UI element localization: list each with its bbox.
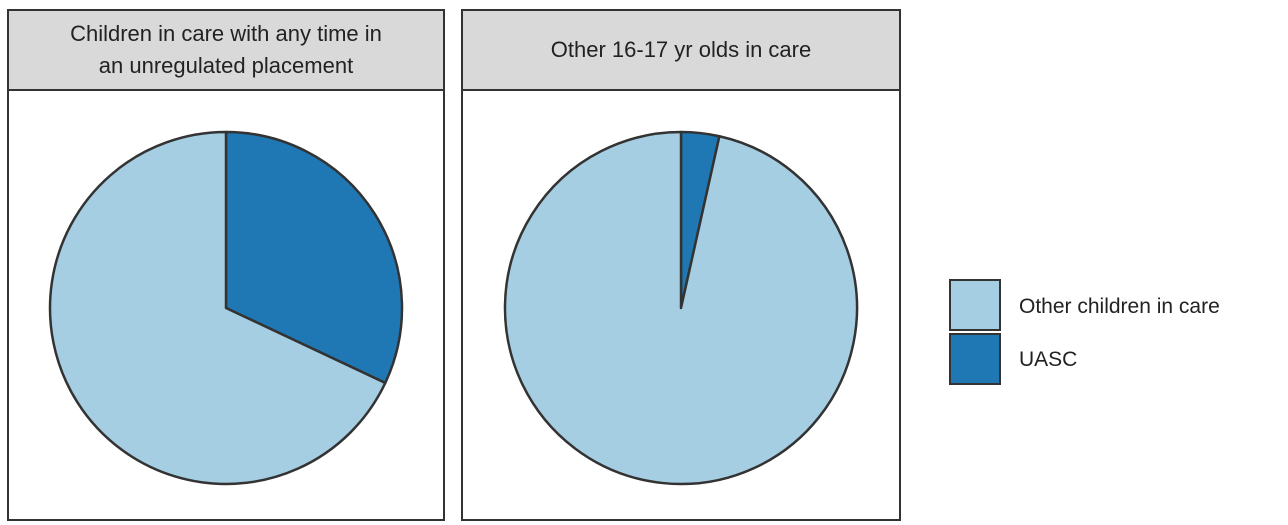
facet-strip-2 [461,9,901,91]
pie-2-slice-other-children-in-care [503,130,859,486]
facet-panel-2: Other 16-17 yr olds in care [461,9,901,521]
legend-label-uasc: UASC [1019,348,1077,371]
facet-panel-1: Children in care with any time in an unr… [7,9,445,521]
pie-2 [503,130,859,486]
pie-1-slice-other-children-in-care [48,130,387,486]
facet-title-1-line-1: Children in care with any time in [70,21,382,46]
legend-key-other-children-in-care [949,279,1001,331]
legend-label-other-children-in-care: Other children in care [1019,295,1220,318]
legend-key-uasc [949,333,1001,385]
facet-title-1-line-2: an unregulated placement [99,53,353,78]
pie-1 [48,130,404,486]
pie-1-slice-uasc [224,130,404,385]
facet-strip-1 [7,9,445,91]
facet-title-2-line-1: Other 16-17 yr olds in care [551,37,811,62]
legend: Other children in care UASC [949,279,1220,385]
